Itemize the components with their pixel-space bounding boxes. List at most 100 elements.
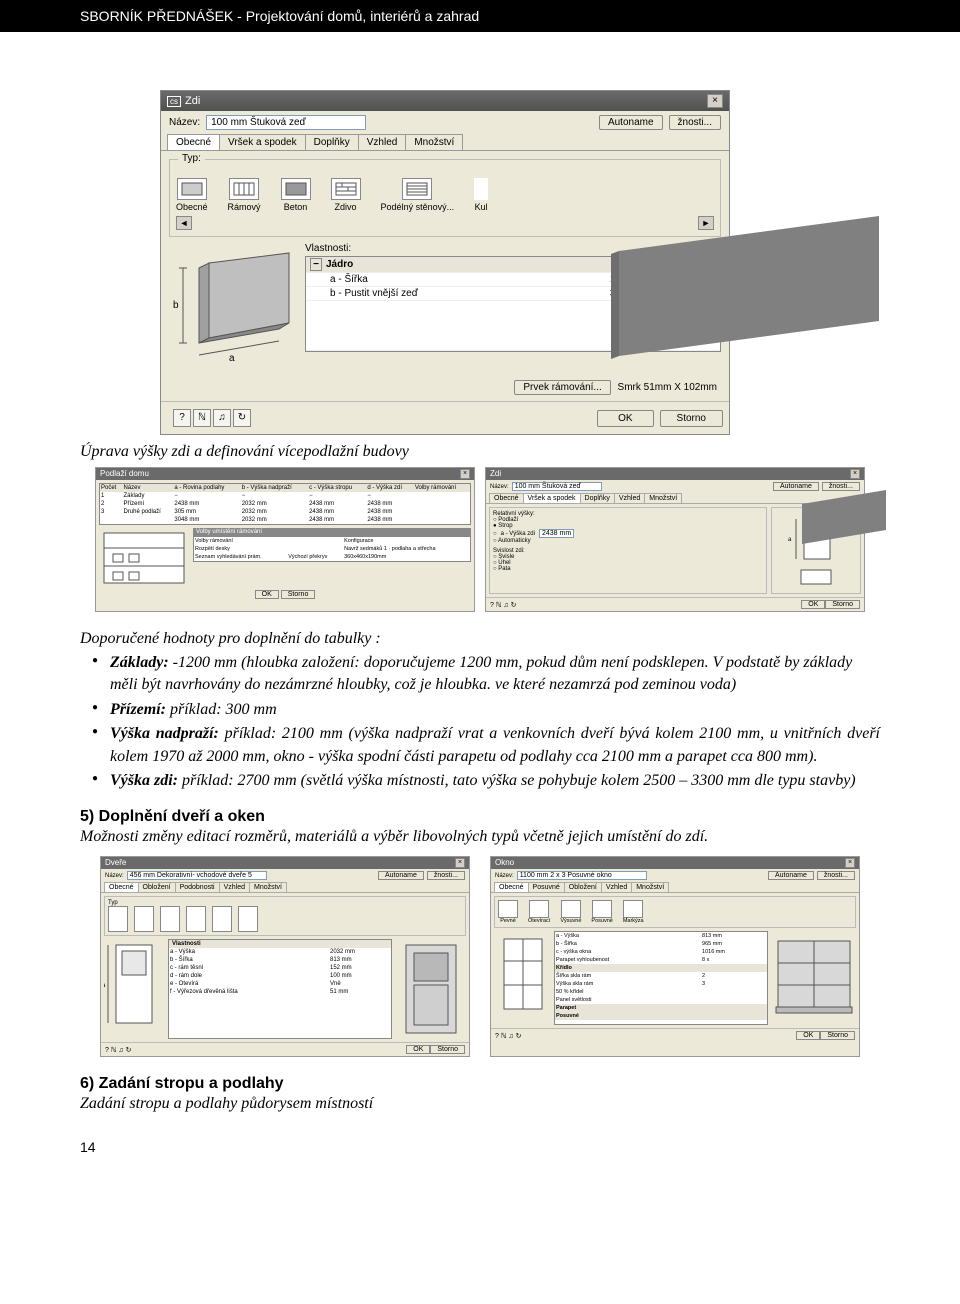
close-icon[interactable]: × [850,469,860,479]
tab[interactable]: Obecné [489,493,524,503]
name-input[interactable]: 456 mm Dekorativní- vchodové dveře 5 [127,871,267,880]
tab[interactable]: Vzhled [614,493,645,503]
list-item: Základy: -1200 mm (hloubka založení: dop… [92,652,880,697]
dvere-title: Dveře [105,858,126,868]
type-podelny[interactable]: Podélný stěnový... [381,178,455,212]
wall-diagram: b a [169,243,299,373]
dialog-zdi: csZdi × Název: 100 mm Štuková zeď Autona… [160,90,730,435]
tab[interactable]: Vršek a spodek [523,493,581,503]
help-icon[interactable]: ? [173,409,191,427]
cancel-button[interactable]: Storno [820,1031,855,1040]
autoname-button[interactable]: Autoname [768,871,814,880]
dialog-podlazi: Podlaží domu× PočetNázeva - Rovina podla… [95,467,475,612]
tab-obecne[interactable]: Obecné [167,134,220,150]
caption-1: Úprava výšky zdi a definování vícepodlaž… [80,443,880,461]
tab-vrsek[interactable]: Vršek a spodek [219,134,306,150]
tab[interactable]: Doplňky [580,493,615,503]
tab[interactable]: Vzhled [219,882,250,892]
ok-button[interactable]: OK [796,1031,820,1040]
autoname-button[interactable]: Autoname [378,871,424,880]
cancel-button[interactable]: Storno [430,1045,465,1054]
window-preview [772,931,856,1025]
door-type-icon[interactable] [160,906,180,932]
close-icon[interactable]: × [460,469,470,479]
tab-doplnky[interactable]: Doplňky [305,134,359,150]
section-5-sub: Možnosti změny editací rozměrů, materiál… [80,828,880,846]
close-icon[interactable]: × [845,858,855,868]
refresh-icon[interactable]: ↻ [233,409,251,427]
ok-button[interactable]: OK [801,600,825,609]
type-next[interactable]: Kul [474,178,488,212]
svg-text:a: a [229,353,235,364]
close-icon[interactable]: × [455,858,465,868]
tab[interactable]: Posuvné [528,882,565,892]
bullet-list: Základy: -1200 mm (hloubka založení: dop… [80,652,880,792]
door-type-icon[interactable] [238,906,258,932]
type-ramovy[interactable]: Rámový [228,178,261,212]
tab[interactable]: Obecné [494,882,529,892]
type-beton[interactable]: Beton [281,178,311,212]
help-toolbar: ? ℕ ♫ ↻ [105,1046,131,1054]
ok-button[interactable]: OK [255,590,279,599]
height-input[interactable]: 2438 mm [539,529,574,538]
type-obecne[interactable]: Obecné [176,178,208,212]
win-type[interactable]: Posuvné [591,900,612,924]
autoname-button[interactable]: Autoname [599,115,663,130]
tab[interactable]: Obložení [564,882,602,892]
door-type-icon[interactable] [212,906,232,932]
tab[interactable]: Vzhled [601,882,632,892]
tab[interactable]: Množství [644,493,682,503]
framing-value: Smrk 51mm X 102mm [618,382,717,393]
win-type[interactable]: Výsuvné [560,900,581,924]
options-button[interactable]: žnosti... [427,871,465,880]
options-button[interactable]: žnosti... [669,115,721,130]
building-elevation [99,528,189,588]
door-type-icon[interactable] [108,906,128,932]
cancel-button[interactable]: Storno [281,590,316,599]
door-type-icon[interactable] [186,906,206,932]
win-type[interactable]: Otevírací [528,900,550,924]
ok-button[interactable]: OK [406,1045,430,1054]
dialog-zdi-title: Zdi [185,95,200,107]
cancel-button[interactable]: Storno [660,410,723,427]
row-b-label: b - Pustit vnější zeď [306,287,606,301]
tab[interactable]: Obložení [138,882,176,892]
win-type[interactable]: Pevné [498,900,518,924]
row-a-label: a - Šířka [306,273,606,287]
name-input[interactable]: 1100 mm 2 x 3 Posuvné okno [517,871,647,880]
svg-text:b: b [173,300,179,311]
page-header: SBORNÍK PŘEDNÁŠEK - Projektování domů, i… [0,0,960,32]
window-diagram [494,931,550,1025]
door-type-icon[interactable] [134,906,154,932]
audio-icon[interactable]: ♫ [213,409,231,427]
cancel-button[interactable]: Storno [825,600,860,609]
svg-text:a: a [788,537,792,543]
tab[interactable]: Množství [631,882,669,892]
ok-button[interactable]: OK [597,410,653,427]
tab-mnozstvi[interactable]: Množství [405,134,463,150]
tab[interactable]: Obecné [104,882,139,892]
type-label: Typ: [178,153,205,164]
type-zdivo[interactable]: Zdivo [331,178,361,212]
list-item: Výška nadpraží: příklad: 2100 mm (výška … [92,723,880,768]
options-button[interactable]: žnosti... [817,871,855,880]
tab[interactable]: Podobnosti [175,882,220,892]
type-scroll-left[interactable]: ◄ [176,216,192,230]
name-input[interactable]: 100 mm Štuková zeď [512,482,602,491]
info-icon[interactable]: ℕ [193,409,211,427]
svg-text:a: a [104,983,106,989]
podlazi-title: Podlaží domu [100,469,149,479]
dialog-zdi-small: Zdi× Název: 100 mm Štuková zeď Autoname … [485,467,865,612]
name-label: Název: [169,117,200,128]
help-toolbar: ? ℕ ♫ ↻ [167,406,257,430]
name-input[interactable]: 100 mm Štuková zeď [206,115,366,130]
page-number: 14 [80,1139,96,1155]
door-preview [396,939,466,1039]
close-icon[interactable]: × [707,94,723,108]
okno-title: Okno [495,858,514,868]
tab[interactable]: Množství [249,882,287,892]
tab-vzhled[interactable]: Vzhled [358,134,407,150]
dialog-okno: Okno× Název: 1100 mm 2 x 3 Posuvné okno … [490,856,860,1057]
framing-button[interactable]: Prvek rámování... [514,380,610,395]
win-type[interactable]: Markýza [623,900,644,924]
